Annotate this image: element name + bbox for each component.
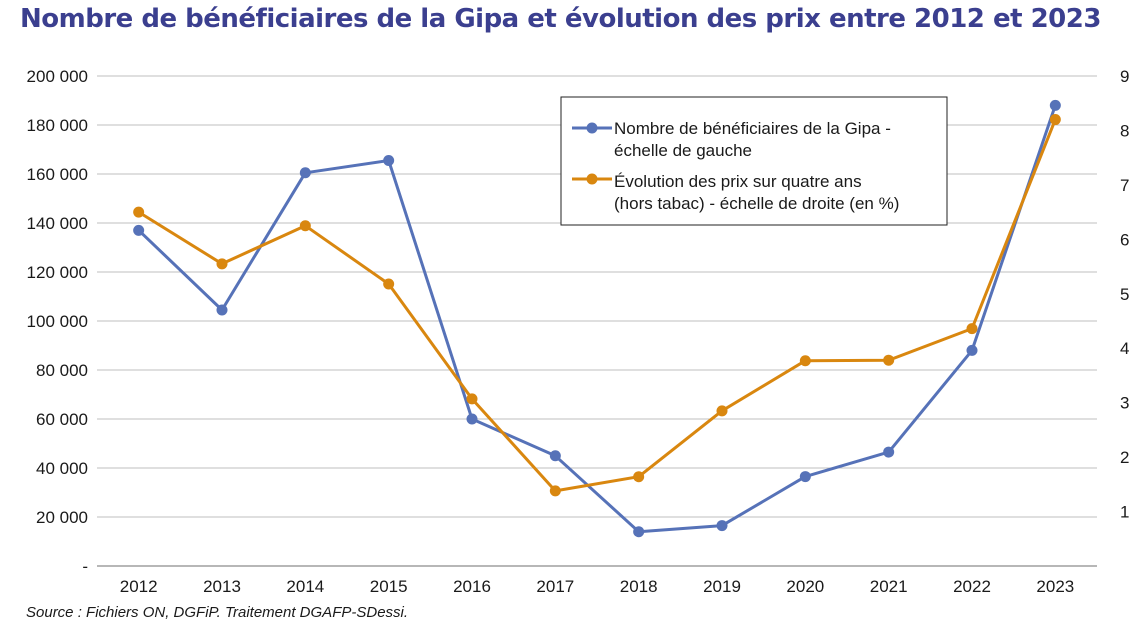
data-point-gipa: [549, 450, 561, 462]
legend-label: (hors tabac) - échelle de droite (en %): [614, 194, 899, 213]
series-line-gipa: [137, 104, 1057, 534]
data-point-gipa: [799, 471, 811, 483]
data-point-prix: [799, 355, 811, 367]
series-line-prix: [137, 119, 1057, 493]
data-point-gipa: [883, 446, 895, 458]
data-point-prix: [1049, 114, 1061, 126]
left-tick-label: 60 000: [36, 410, 88, 429]
data-point-prix: [716, 405, 728, 417]
left-tick-label: -: [82, 557, 88, 576]
legend-box: [560, 96, 948, 226]
left-tick-label: 120 000: [27, 263, 88, 282]
left-tick-label: 140 000: [27, 214, 88, 233]
x-tick-label: 2013: [203, 577, 241, 596]
x-tick-label: 2020: [786, 577, 824, 596]
right-tick-label: 4: [1120, 339, 1129, 358]
left-tick-label: 20 000: [36, 508, 88, 527]
x-tick-label: 2019: [703, 577, 741, 596]
legend-swatch-marker: [586, 173, 598, 185]
x-tick-label: 2018: [620, 577, 658, 596]
data-point-gipa: [216, 304, 228, 316]
left-tick-label: 180 000: [27, 116, 88, 135]
left-tick-label: 160 000: [27, 165, 88, 184]
left-tick-label: 200 000: [27, 67, 88, 86]
x-tick-label: 2014: [286, 577, 324, 596]
data-point-prix: [133, 206, 145, 218]
data-point-gipa: [133, 224, 145, 236]
right-tick-label: 9: [1120, 67, 1129, 86]
data-point-prix: [216, 258, 228, 270]
left-tick-label: 80 000: [36, 361, 88, 380]
x-axis-ticks: 2012 2013 2014 2015 2016 2017 2018 2019 2020 2021…: [120, 577, 1074, 596]
x-tick-label: 2012: [120, 577, 158, 596]
left-axis-ticks: - 20 000 40 000 60 000 80 000 100 000 120 000 1…: [27, 67, 88, 576]
data-point-prix: [883, 354, 895, 366]
right-tick-label: 3: [1120, 394, 1129, 413]
right-tick-label: 5: [1120, 285, 1129, 304]
data-point-prix: [966, 323, 978, 335]
legend-label: Nombre de bénéficiaires de la Gipa -: [614, 119, 891, 138]
legend-swatch-marker: [586, 122, 598, 134]
x-tick-label: 2017: [536, 577, 574, 596]
data-point-gipa: [966, 344, 978, 356]
data-point-prix: [633, 471, 645, 483]
right-tick-label: 2: [1120, 448, 1129, 467]
right-tick-label: 8: [1120, 121, 1129, 140]
data-point-prix: [299, 220, 311, 232]
data-point-gipa: [383, 155, 395, 167]
series: [133, 99, 1061, 538]
source-note: Source : Fichiers ON, DGFiP. Traitement …: [26, 604, 409, 621]
legend-label: échelle de gauche: [614, 141, 752, 160]
x-tick-label: 2021: [870, 577, 908, 596]
x-tick-label: 2015: [370, 577, 408, 596]
left-tick-label: 40 000: [36, 459, 88, 478]
data-point-prix: [383, 278, 395, 290]
right-tick-label: 7: [1120, 176, 1129, 195]
legend-label: Évolution des prix sur quatre ans: [614, 172, 862, 191]
data-point-gipa: [633, 526, 645, 538]
data-point-prix: [466, 393, 478, 405]
data-point-prix: [549, 485, 561, 497]
data-point-gipa: [299, 167, 311, 179]
data-point-gipa: [716, 520, 728, 532]
data-point-gipa: [466, 413, 478, 425]
chart-title: Nombre de bénéficiaires de la Gipa et év…: [20, 4, 1101, 34]
x-tick-label: 2022: [953, 577, 991, 596]
x-tick-label: 2023: [1036, 577, 1074, 596]
legend: Nombre de bénéficiaires de la Gipa - éche…: [560, 96, 948, 226]
right-axis-ticks: 1 2 3 4 5 6 7 8 9: [1120, 67, 1129, 522]
data-point-gipa: [1049, 99, 1061, 111]
right-tick-label: 1: [1120, 503, 1129, 522]
left-tick-label: 100 000: [27, 312, 88, 331]
x-tick-label: 2016: [453, 577, 491, 596]
right-tick-label: 6: [1120, 230, 1129, 249]
